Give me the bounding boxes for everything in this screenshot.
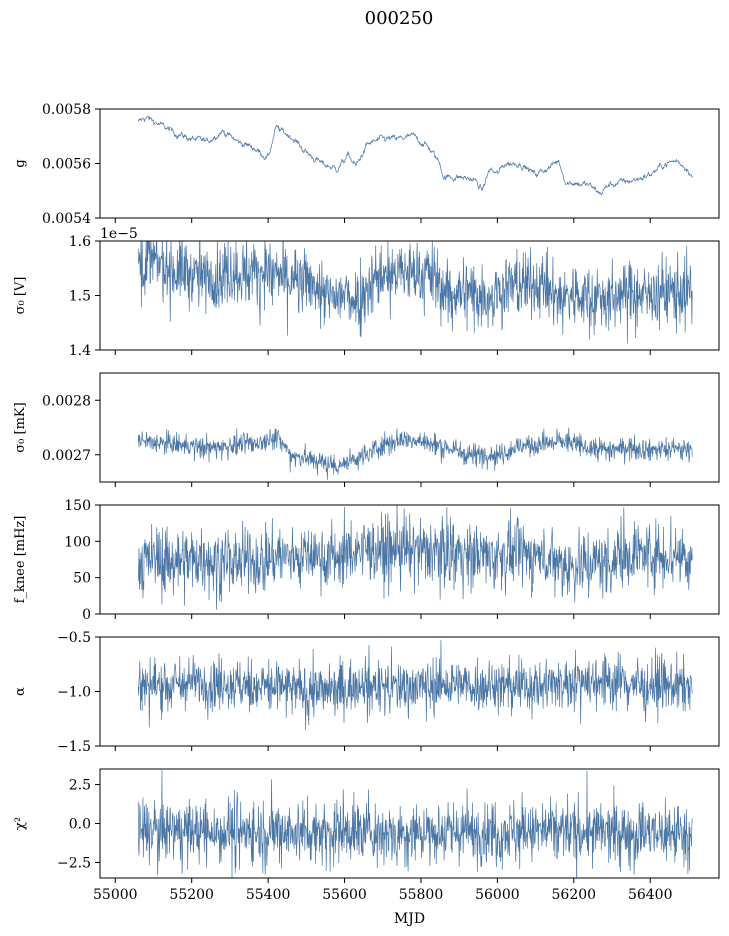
- axes-frame-3: [99, 372, 720, 483]
- y-tick-label: 0.0056: [42, 157, 91, 173]
- panel-2: 1.4 1.5 1.6 1e−5 σ₀ [V]: [13, 226, 720, 359]
- y-tick-label: −1.5: [57, 739, 91, 755]
- x-tick-label: 56400: [628, 887, 673, 903]
- y-axis-label: σ₀ [V]: [13, 277, 28, 315]
- y-tick-label: 0.0: [69, 817, 91, 833]
- y-tick-label: −0.5: [57, 630, 91, 646]
- panel-5: −1.5 −1.0 −0.5 α: [13, 630, 720, 755]
- y-tick-label: 100: [64, 534, 91, 550]
- y-tick-label: 0.0028: [42, 393, 91, 409]
- y-tick-label: 0.0058: [42, 102, 91, 118]
- x-tick-label: 55600: [322, 887, 367, 903]
- y-axis-label: g: [13, 159, 28, 167]
- x-tick-label: 56200: [552, 887, 597, 903]
- series-line-2-1: [137, 241, 693, 344]
- x-tick-label: 56000: [475, 887, 520, 903]
- y-tick-label: 1.4: [69, 343, 91, 359]
- panel-3: 0.0027 0.0028 σ₀ [mK]: [13, 372, 720, 487]
- y-tick-label: 50: [73, 571, 91, 587]
- panel-6: −2.5 0.0 2.5 55000 55200 55400 55600 55800 56000…: [13, 768, 720, 927]
- y-axis-label: χ²: [13, 817, 28, 830]
- y-axis-label: f_knee [mHz]: [13, 516, 28, 604]
- x-tick-label: 55800: [399, 887, 444, 903]
- panel-1: 0.0054 0.0056 0.0058 g: [13, 102, 720, 227]
- x-tick-label: 55200: [169, 887, 214, 903]
- x-axis-label: MJD: [394, 911, 425, 927]
- y-tick-label: 0.0054: [42, 211, 91, 227]
- series-line-3-1: [137, 427, 693, 480]
- y-tick-label: 1.6: [69, 234, 91, 250]
- y-tick-label: 0.0027: [42, 448, 91, 464]
- y-tick-label: −2.5: [57, 855, 91, 871]
- x-tick-label: 55400: [246, 887, 291, 903]
- y-tick-label: 1.5: [69, 289, 91, 305]
- y-tick-label: 2.5: [69, 778, 91, 794]
- figure-title: 000250: [365, 8, 434, 29]
- y-axis-label: α: [13, 687, 28, 696]
- series-line-5-1: [137, 639, 693, 730]
- axis-offset-text: 1e−5: [100, 226, 138, 242]
- series-line-1-1: [137, 115, 693, 196]
- axes-frame-4: [99, 504, 720, 615]
- series-line-4-1: [137, 505, 693, 610]
- y-tick-label: −1.0: [57, 685, 91, 701]
- y-tick-label: 0: [82, 607, 91, 623]
- panels: 0.0054 0.0056 0.0058 g 1.4 1.5 1.6 1e−5 σ₀ [V] 0.…: [13, 102, 720, 927]
- series-line-6-1: [137, 770, 693, 878]
- x-tick-label: 55000: [93, 887, 138, 903]
- axes-frame-1: [99, 108, 720, 219]
- y-tick-label: 150: [64, 498, 91, 514]
- y-axis-label: σ₀ [mK]: [13, 402, 28, 452]
- panel-4: 0 50 100 150 f_knee [mHz]: [13, 498, 720, 623]
